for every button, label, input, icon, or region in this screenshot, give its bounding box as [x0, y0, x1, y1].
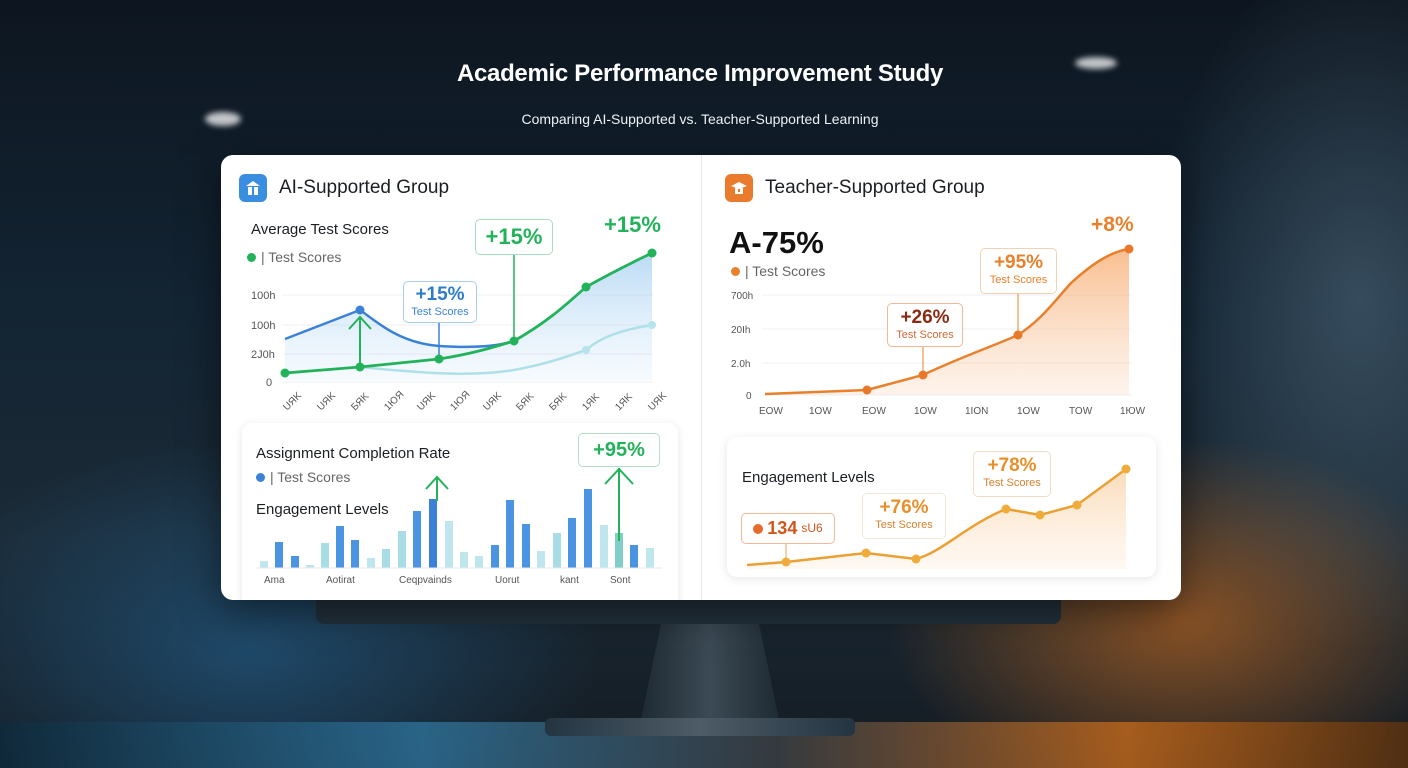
monitor-base — [545, 718, 855, 736]
up-arrow-icon — [425, 475, 449, 501]
avg-test-scores-title: Average Test Scores — [251, 221, 389, 238]
ai-callout-test-scores: +15% Test Scores — [403, 281, 477, 323]
teacher-engagement-card: Engagement Levels 134 sU6 +76% Test S — [727, 437, 1156, 577]
ai-callout-top: +15% — [604, 212, 661, 237]
dashboard-screen: AI-Supported Group Average Test Scores |… — [221, 155, 1181, 600]
svg-text:БЯK: БЯK — [547, 391, 569, 413]
y-axis-ticks: 700h 20Ih 2.0h 0 — [731, 291, 753, 402]
svg-text:UЯK: UЯK — [415, 390, 438, 413]
svg-text:UЯK: UЯK — [315, 390, 338, 413]
ceiling-light — [1075, 57, 1117, 69]
svg-text:100h: 100h — [251, 320, 275, 332]
school-building-icon — [239, 174, 267, 202]
svg-text:БЯK: БЯK — [514, 391, 536, 413]
teacher-big-stat: A-75% — [729, 225, 824, 260]
engagement-badge: 134 sU6 — [741, 513, 835, 544]
teacher-callout-95: +95% Test Scores — [980, 248, 1057, 294]
up-arrow-icon — [604, 467, 634, 541]
legend-dot-orange — [731, 266, 740, 276]
svg-text:Aotirat: Aotirat — [326, 575, 355, 586]
panel-divider — [701, 155, 702, 600]
svg-text:2.0h: 2.0h — [731, 359, 750, 370]
badge-dot — [753, 523, 764, 534]
teacher-legend: | Test Scores — [731, 263, 825, 279]
svg-text:UЯK: UЯK — [281, 390, 304, 413]
svg-text:1ЮЯ: 1ЮЯ — [448, 389, 472, 413]
completion-rate-title: Assignment Completion Rate — [256, 445, 451, 462]
completion-rate-card: Assignment Completion Rate | Test Scores… — [242, 423, 678, 600]
engagement-levels-title: Engagement Levels — [256, 501, 389, 518]
svg-text:1OW: 1OW — [1017, 406, 1040, 417]
svg-text:0: 0 — [266, 377, 272, 389]
legend-label: | Test Scores — [261, 249, 342, 265]
y-axis-ticks: 100h 100h 2J0h 0 — [251, 290, 275, 389]
graduation-cap-icon — [725, 174, 753, 202]
svg-text:700h: 700h — [731, 291, 753, 302]
teacher-panel-title: Teacher-Supported Group — [765, 177, 985, 198]
teacher-callout-top: +8% — [1091, 213, 1134, 236]
legend-label: | Test Scores — [745, 263, 826, 279]
monitor-stand — [640, 624, 780, 724]
svg-text:EOW: EOW — [759, 406, 783, 417]
teacher-panel-header: Teacher-Supported Group — [725, 174, 985, 202]
ceiling-light — [205, 112, 241, 126]
svg-text:1ЯK: 1ЯK — [613, 391, 635, 413]
x-axis-ticks: UЯK UЯK БЯK 1ЮЯ UЯK 1ЮЯ UЯK БЯK БЯK 1ЯK … — [281, 389, 669, 413]
monitor-frame — [316, 596, 1061, 624]
ai-panel-title: AI-Supported Group — [279, 177, 450, 198]
completion-bar-chart: Ama Aotirat Ceqpvainds Uorut kant Sont — [256, 467, 662, 586]
svg-text:БЯK: БЯK — [349, 391, 371, 413]
svg-text:Uorut: Uorut — [495, 575, 520, 586]
svg-text:TOW: TOW — [1069, 406, 1093, 417]
svg-text:1OW: 1OW — [809, 406, 832, 417]
legend-dot-blue — [256, 472, 265, 482]
legend-dot-green — [247, 252, 256, 262]
ai-panel-header: AI-Supported Group — [239, 174, 449, 202]
teacher-area-chart: 700h 20Ih 2.0h 0 EOW 1OW EOW 1OW 1ION 1O… — [731, 244, 1146, 417]
page-subtitle: Comparing AI-Supported vs. Teacher-Suppo… — [521, 111, 879, 127]
engagement-callout-76: +76% Test Scores — [862, 493, 946, 539]
svg-text:1ЮЯ: 1ЮЯ — [382, 389, 406, 413]
svg-text:EOW: EOW — [862, 406, 886, 417]
page-title: Academic Performance Improvement Study — [456, 60, 944, 87]
svg-text:2J0h: 2J0h — [251, 349, 275, 361]
svg-text:1ЯK: 1ЯK — [580, 391, 602, 413]
ai-callout-main: +15% — [475, 219, 553, 255]
x-axis-labels: Ama Aotirat Ceqpvainds Uorut kant Sont — [264, 575, 631, 586]
teacher-engagement-area-chart — [746, 464, 1131, 569]
bars — [260, 489, 654, 568]
svg-text:1ЮW: 1ЮW — [1120, 406, 1146, 417]
svg-text:Sont: Sont — [610, 575, 631, 586]
completion-legend: | Test Scores — [256, 469, 350, 485]
x-axis-ticks: EOW 1OW EOW 1OW 1ION 1OW TOW 1ЮW — [759, 406, 1146, 417]
completion-callout: +95% — [578, 433, 660, 467]
svg-text:kant: kant — [560, 575, 579, 586]
svg-text:Ceqpvainds: Ceqpvainds — [399, 575, 452, 586]
svg-text:100h: 100h — [251, 290, 275, 302]
svg-text:20Ih: 20Ih — [731, 325, 750, 336]
ai-test-scores-line-chart: 100h 100h 2J0h 0 UЯK UЯK БЯK — [251, 248, 669, 413]
svg-text:Ama: Ama — [264, 575, 285, 586]
teacher-callout-26: +26% Test Scores — [887, 303, 963, 347]
svg-text:UЯK: UЯK — [481, 390, 504, 413]
legend-label: | Test Scores — [270, 469, 351, 485]
svg-text:UЯK: UЯK — [646, 390, 669, 413]
ai-test-scores-legend: | Test Scores — [247, 249, 341, 265]
engagement-callout-78: +78% Test Scores — [973, 451, 1051, 497]
teacher-engagement-title: Engagement Levels — [742, 469, 875, 486]
svg-text:0: 0 — [746, 391, 752, 402]
svg-text:1ION: 1ION — [965, 406, 988, 417]
up-arrow-icon — [348, 315, 372, 365]
svg-text:1OW: 1OW — [914, 406, 937, 417]
